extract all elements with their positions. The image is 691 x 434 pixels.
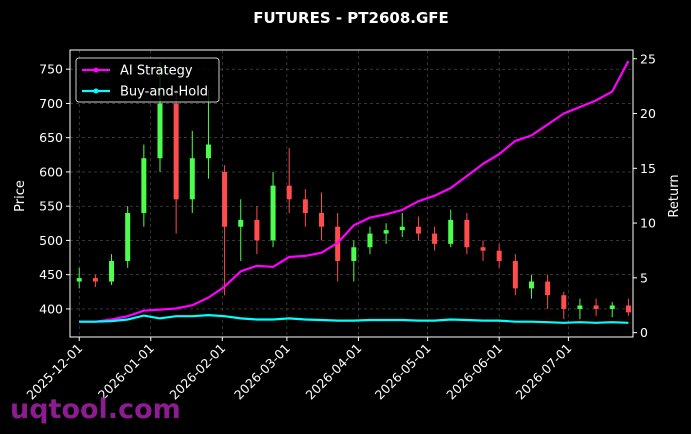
y2-axis-label: Return (667, 174, 682, 217)
candle-body (464, 219, 470, 248)
candle-body (205, 144, 211, 159)
legend-label: Buy-and-Hold (120, 85, 208, 100)
chart-title: FUTURES - PT2608.GFE (253, 9, 449, 27)
candle-body (286, 185, 292, 200)
candle-body (415, 226, 421, 234)
candle-body (512, 260, 518, 289)
y-tick-label: 400 (39, 301, 63, 316)
candle-body (432, 233, 438, 244)
y-tick-label: 600 (39, 164, 63, 179)
candle-body (480, 247, 486, 251)
candle-body (76, 278, 82, 282)
candle-body (222, 171, 228, 227)
candle-body (319, 213, 325, 227)
watermark: uqtool.com (10, 394, 181, 425)
candle-body (270, 185, 276, 241)
legend-marker (93, 88, 99, 94)
candle-body (367, 233, 373, 248)
candle-body (302, 199, 308, 214)
x-tick-label: 2026-07-01 (513, 341, 575, 403)
x-tick-label: 2026-05-01 (372, 341, 434, 403)
legend-marker (93, 67, 99, 73)
candle-body (577, 305, 583, 309)
candle-body (545, 281, 551, 296)
y-tick-label: 450 (39, 267, 63, 282)
candle-body (141, 158, 147, 214)
candle-body (609, 305, 615, 309)
candle-body (383, 230, 389, 234)
plot-frame (69, 49, 634, 338)
candle-body (448, 219, 454, 244)
candle-body (109, 260, 115, 282)
candle-body (351, 247, 357, 261)
candle-body (625, 305, 631, 313)
x-tick-label: 2026-03-01 (231, 341, 293, 403)
candle-body (561, 295, 567, 309)
legend-label: AI Strategy (120, 64, 193, 79)
candle-body (593, 305, 599, 309)
candle-body (173, 103, 179, 200)
candle-body (125, 213, 131, 261)
line-series (79, 313, 629, 324)
candle-body (254, 219, 260, 241)
y2-tick-label: 0 (640, 325, 648, 340)
candle-body (238, 219, 244, 227)
line-series (79, 60, 630, 323)
candle-body (157, 103, 163, 159)
y2-tick-label: 15 (640, 161, 656, 176)
candle-body (399, 226, 405, 231)
y-tick-label: 550 (39, 199, 63, 214)
candle-body (189, 158, 195, 200)
candle-body (92, 278, 98, 282)
candle-body (528, 281, 534, 289)
y2-tick-label: 25 (640, 51, 656, 66)
candle-body (496, 250, 502, 261)
y-tick-label: 650 (39, 130, 63, 145)
y-tick-label: 500 (39, 233, 63, 248)
y-tick-label: 750 (39, 62, 63, 77)
x-tick-label: 2026-04-01 (303, 341, 365, 403)
y2-tick-label: 10 (640, 216, 656, 231)
x-tick-label: 2026-06-01 (443, 341, 505, 403)
legend-box (75, 57, 220, 103)
y-axis-label: Price (13, 180, 28, 212)
y-tick-label: 700 (39, 96, 63, 111)
y2-tick-label: 20 (640, 106, 656, 121)
y2-tick-label: 5 (640, 270, 648, 285)
legend: AI Strategy Buy-and-Hold (75, 57, 220, 103)
